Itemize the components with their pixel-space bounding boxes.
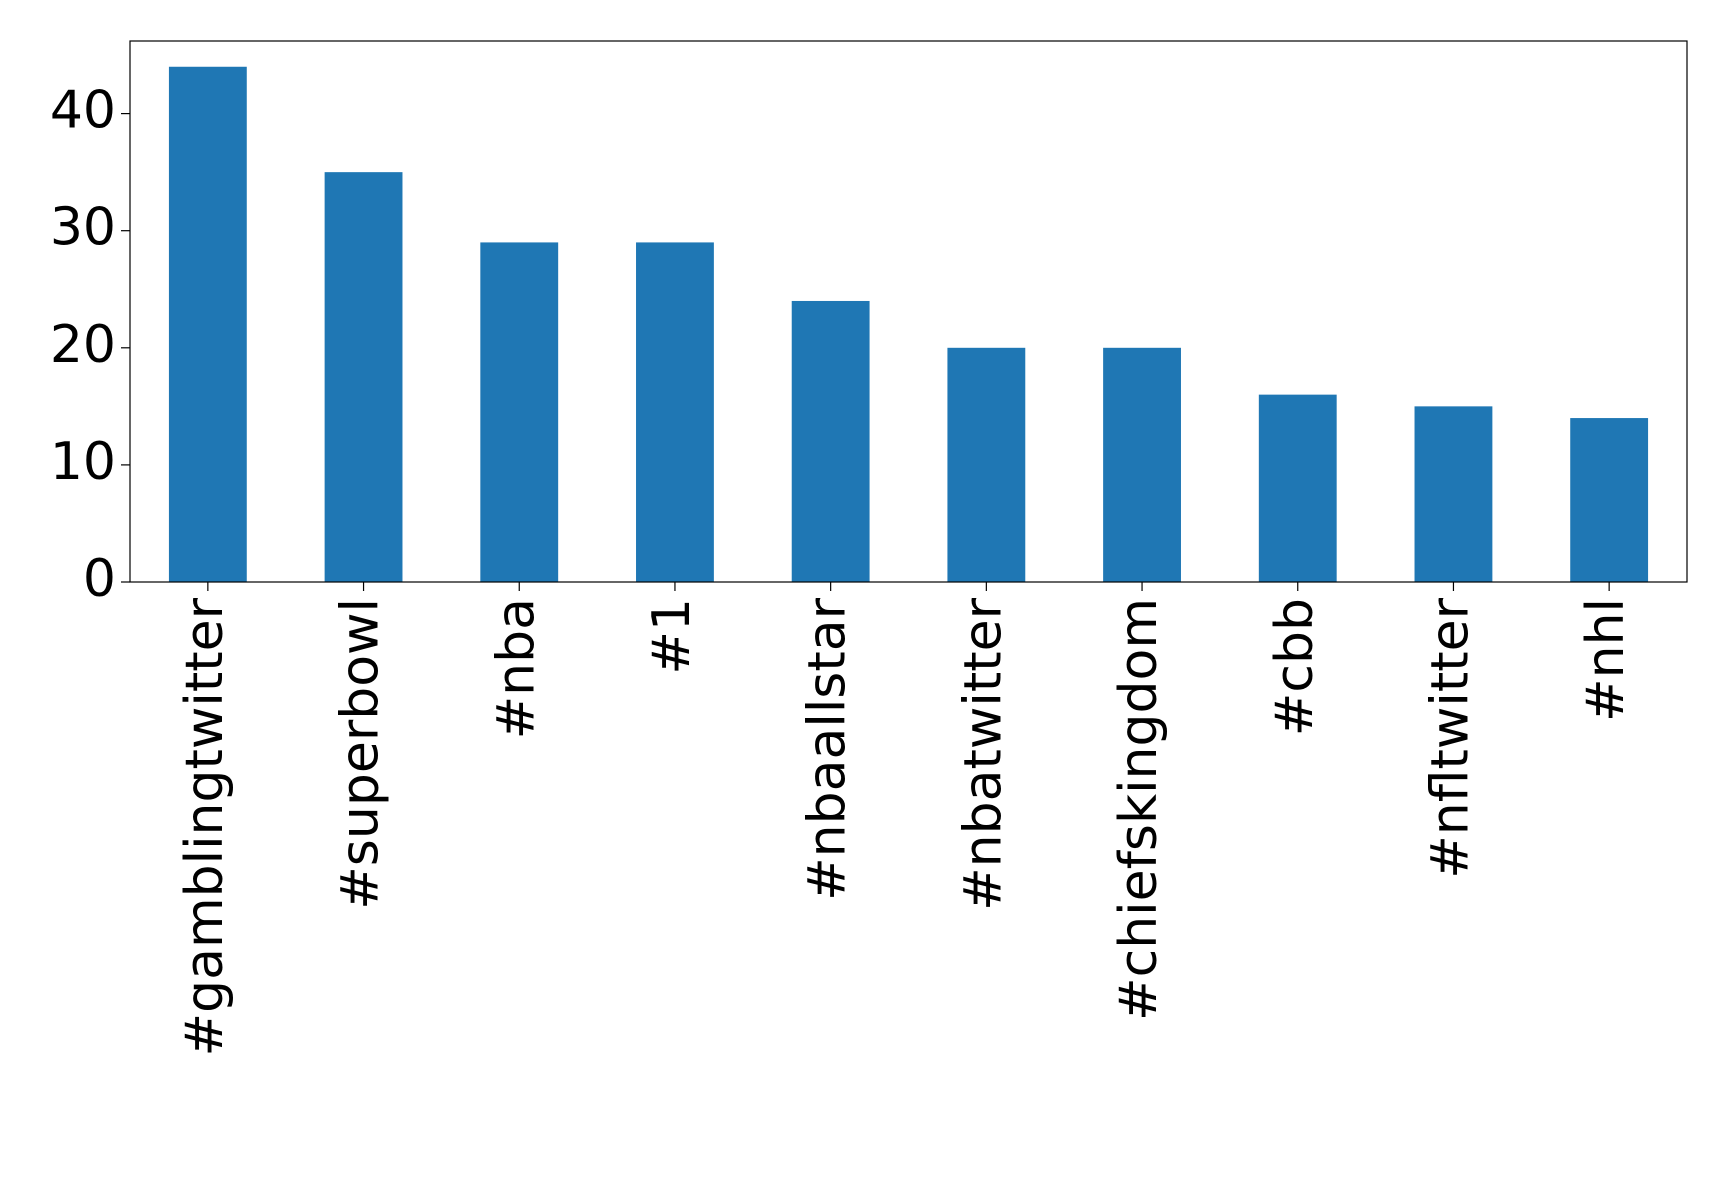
bar bbox=[636, 242, 714, 582]
bar bbox=[480, 242, 559, 582]
bar bbox=[324, 172, 403, 582]
x-tick-label: #nfltwitter bbox=[1420, 597, 1480, 878]
bar bbox=[1414, 406, 1493, 582]
x-tick-label: #gamblingtwitter bbox=[175, 597, 235, 1056]
bar bbox=[947, 347, 1026, 582]
x-tick-label: #cbb bbox=[1265, 598, 1325, 736]
bar bbox=[168, 66, 247, 582]
x-tick-label: #superbowl bbox=[331, 598, 391, 910]
bar bbox=[1570, 418, 1649, 582]
plot-frame bbox=[129, 40, 1688, 583]
x-tick-label: #chiefskingdom bbox=[1109, 598, 1169, 1021]
y-tick-label: 0 bbox=[83, 549, 116, 609]
x-tick-label: #nhl bbox=[1576, 598, 1636, 722]
bar bbox=[1258, 394, 1337, 582]
bar bbox=[791, 300, 870, 582]
bar bbox=[1103, 347, 1181, 582]
x-tick-label: #nbatwitter bbox=[953, 597, 1013, 911]
x-tick-label: #1 bbox=[642, 598, 702, 675]
y-tick-label: 20 bbox=[50, 315, 116, 375]
x-tick-label: #nba bbox=[486, 598, 546, 739]
y-tick-label: 30 bbox=[50, 198, 116, 258]
y-tick-label: 40 bbox=[50, 81, 116, 141]
x-tick-label: #nbaallstar bbox=[798, 597, 858, 901]
y-tick-label: 10 bbox=[50, 432, 116, 492]
